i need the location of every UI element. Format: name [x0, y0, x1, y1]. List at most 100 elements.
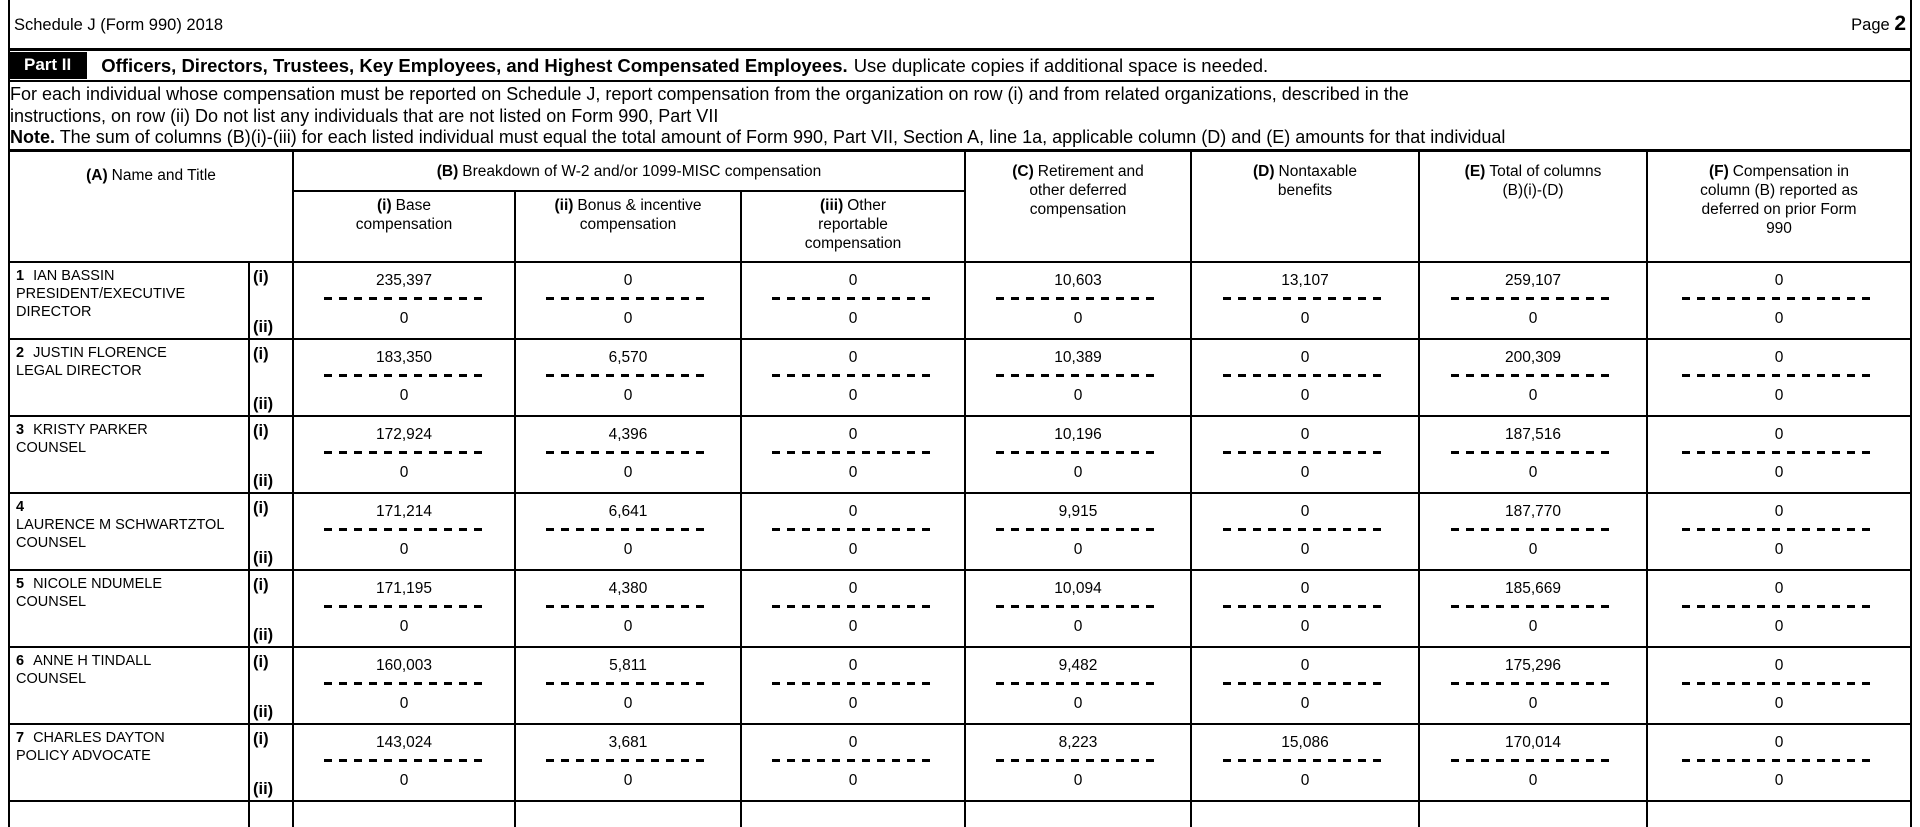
dashed-separator [546, 527, 710, 531]
column-d-letter: (D) [1253, 163, 1275, 180]
amount-row-i: 0 [1774, 502, 1784, 520]
amount-row-i: 6,641 [608, 502, 648, 520]
amount-row-i: 171,195 [375, 579, 433, 597]
amount-row-i: 5,811 [609, 656, 647, 674]
column-header-b-iii-other: (iii) Other reportable compensation [742, 192, 964, 261]
amount-row-ii: 0 [1528, 540, 1538, 558]
person-title: PRESIDENT/EXECUTIVE [16, 286, 186, 302]
amount-cell: 6,641 0 [516, 494, 740, 569]
dashed-separator [546, 296, 710, 300]
amount-row-ii: 0 [848, 463, 858, 481]
dashed-separator [772, 373, 934, 377]
amount-row-ii: 0 [399, 617, 409, 635]
column-b-iii-letter: (iii) [819, 197, 844, 214]
amount-row-i: 10,603 [1054, 271, 1102, 289]
dashed-separator [996, 296, 1160, 300]
row-label-ii: (ii) [253, 472, 274, 490]
column-header-a-name-title: (A) Name and Title [10, 152, 292, 261]
amount-cell: 10,196 0 [966, 417, 1190, 492]
dashed-separator [1450, 681, 1616, 685]
person-title: COUNSEL [16, 535, 87, 551]
empty-row-cell [1648, 802, 1910, 827]
row-i-ii-label-cell: (i) (ii) [250, 648, 292, 723]
dashed-separator [996, 450, 1160, 454]
row-i-ii-label-cell: (i) (ii) [250, 263, 292, 338]
person-name: JUSTIN FLORENCE [33, 345, 167, 361]
part-ii-title-bold: Officers, Directors, Trustees, Key Emplo… [101, 54, 848, 76]
amount-row-i: 0 [1774, 425, 1784, 443]
amount-row-ii: 0 [1528, 771, 1538, 789]
dashed-separator [1682, 527, 1876, 531]
column-header-e-total: (E) Total of columns (B)(i)-(D) [1420, 152, 1646, 261]
dashed-separator [1450, 604, 1616, 608]
amount-row-ii: 0 [1073, 309, 1083, 327]
dashed-separator [324, 681, 484, 685]
amount-row-ii: 0 [848, 771, 858, 789]
amount-row-i: 0 [848, 733, 858, 751]
dashed-separator [996, 681, 1160, 685]
dashed-separator [996, 527, 1160, 531]
dashed-separator [772, 681, 934, 685]
amount-cell: 10,094 0 [966, 571, 1190, 646]
row-number-line: 5 NICOLE NDUMELE [16, 575, 243, 593]
amount-cell: 10,603 0 [966, 263, 1190, 338]
amount-row-ii: 0 [623, 540, 633, 558]
amount-row-ii: 0 [1528, 309, 1538, 327]
empty-row-cell [10, 802, 248, 827]
dashed-separator [1222, 373, 1388, 377]
amount-row-i: 259,107 [1504, 271, 1562, 289]
person-title: COUNSEL [16, 440, 87, 456]
dashed-separator [772, 296, 934, 300]
dashed-separator [324, 450, 484, 454]
amount-row-i: 143,024 [375, 733, 433, 751]
note-line: Note. The sum of columns (B)(i)-(iii) fo… [10, 127, 1910, 149]
empty-row-cell [1192, 802, 1418, 827]
part-ii-header-band: Part II Officers, Directors, Trustees, K… [8, 48, 1912, 82]
amount-row-ii: 0 [623, 694, 633, 712]
amount-row-i: 0 [848, 502, 858, 520]
column-header-b-i-base: (i) Base compensation [294, 192, 514, 261]
amount-row-ii: 0 [1774, 463, 1784, 481]
amount-cell: 259,107 0 [1420, 263, 1646, 338]
row-number: 5 [16, 576, 25, 592]
row-label-i: (i) [253, 422, 269, 440]
column-a-letter: (A) [86, 167, 108, 184]
amount-cell: 3,681 0 [516, 725, 740, 800]
column-c-label: Retirement and other deferred compensati… [1029, 163, 1144, 218]
amount-row-i: 0 [1774, 656, 1784, 674]
amount-row-i: 0 [1300, 425, 1310, 443]
row-i-ii-label-cell: (i) (ii) [250, 725, 292, 800]
row-number: 6 [16, 653, 25, 669]
person-title: POLICY ADVOCATE [16, 748, 151, 764]
amount-row-ii: 0 [848, 386, 858, 404]
amount-row-i: 172,924 [375, 425, 433, 443]
row-i-ii-label-cell: (i) (ii) [250, 340, 292, 415]
amount-row-ii: 0 [1528, 463, 1538, 481]
dashed-separator [772, 758, 934, 762]
column-f-letter: (F) [1708, 163, 1729, 180]
amount-cell: 15,086 0 [1192, 725, 1418, 800]
dashed-separator [1450, 296, 1616, 300]
amount-row-i: 200,309 [1504, 348, 1562, 366]
row-label-i: (i) [253, 268, 269, 286]
amount-cell: 4,380 0 [516, 571, 740, 646]
amount-row-i: 9,915 [1058, 502, 1098, 520]
dashed-separator [1682, 604, 1876, 608]
row-label-i: (i) [253, 730, 269, 748]
amount-row-ii: 0 [399, 463, 409, 481]
amount-row-i: 15,086 [1281, 733, 1329, 751]
row-number-line: 1 IAN BASSIN [16, 267, 243, 285]
dashed-separator [772, 604, 934, 608]
empty-row-cell [1420, 802, 1646, 827]
amount-row-i: 3,681 [608, 733, 648, 751]
amount-row-i: 0 [848, 348, 858, 366]
amount-row-ii: 0 [1774, 617, 1784, 635]
column-b-ii-label: Bonus & incentive compensation [577, 197, 702, 233]
